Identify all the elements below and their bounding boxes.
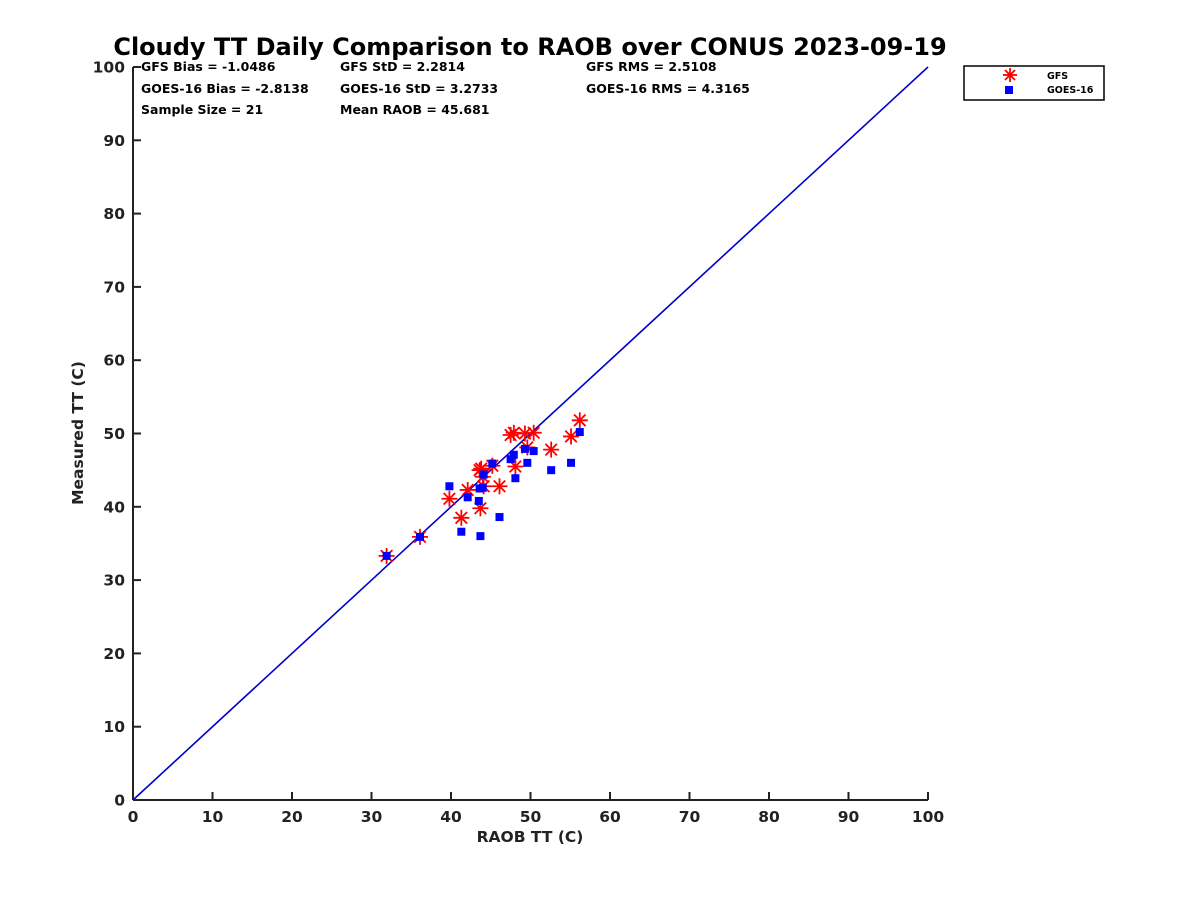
legend-gfs-asterisk [1003,68,1017,82]
x-tick-label: 40 [440,808,462,826]
x-tick-label: 80 [758,808,780,826]
y-tick-label: 10 [103,718,125,736]
legend-box [963,65,1105,101]
goes16-point [463,493,472,502]
gfs-point [571,412,588,429]
gfs-point-stroke-3 [518,427,532,440]
legend-gfs-asterisk-stroke-3 [1004,69,1016,81]
gfs-point [563,428,580,445]
y-tick-label: 70 [103,278,125,296]
stat-r1-c2: GOES-16 RMS = 4.3165 [586,81,750,96]
gfs-point-stroke-3 [474,462,488,476]
goes16-point [478,483,487,492]
legend-gfs-label: GFS [1047,71,1068,82]
goes16-point [415,532,424,541]
stats-block: GFS Bias = -1.0486 GFS StD = 2.2814 GFS RM… [141,59,750,117]
goes16-point [474,496,483,505]
goes16-point [495,513,504,522]
x-tick-label: 60 [599,808,621,826]
x-tick-label: 10 [202,808,224,826]
goes16-point [547,466,556,475]
gfs-point [472,500,489,517]
gfs-point-stroke-3 [527,426,541,440]
gfs-point-stroke-3 [443,492,456,506]
goes16-point [529,447,538,456]
x-tick-label: 20 [281,808,303,826]
legend-gfs-marker [1003,68,1017,82]
x-tick-label: 90 [838,808,860,826]
x-tick-label: 0 [128,808,139,826]
y-tick-label: 60 [103,352,125,370]
gfs-point-stroke-3 [564,430,578,443]
y-tick-label: 80 [103,205,125,223]
legend-goes16-label: GOES-16 [1047,85,1094,96]
legend-goes16-marker [1005,86,1013,94]
goes16-point [445,482,454,491]
y-tick-label: 50 [103,425,125,443]
gfs-point [453,509,470,526]
goes16-point [382,551,391,560]
chart-title: Cloudy TT Daily Comparison to RAOB over … [113,33,946,61]
gfs-point-stroke-3 [508,460,522,473]
goes16-point [488,459,497,468]
goes16-point [523,458,532,467]
stat-r0-c1: GFS StD = 2.2814 [340,59,465,74]
legend: GFS GOES-16 [963,65,1105,101]
goes16-point [476,532,485,541]
x-tick-label: 50 [520,808,542,826]
x-tick-label: 30 [361,808,383,826]
gfs-point-stroke-3 [573,413,587,427]
goes16-point [506,455,515,464]
goes16-series [382,428,584,560]
stat-r0-c0: GFS Bias = -1.0486 [141,59,276,74]
stat-r2-c0: Sample Size = 21 [141,102,263,117]
stat-r2-c1: Mean RAOB = 45.681 [340,102,489,117]
gfs-point-stroke-3 [544,443,558,457]
goes16-point [575,428,584,437]
y-tick-label: 30 [103,572,125,590]
stat-r0-c2: GFS RMS = 2.5108 [586,59,717,74]
goes16-point [520,444,529,453]
stat-r1-c0: GOES-16 Bias = -2.8138 [141,81,309,96]
gfs-point-stroke-3 [507,426,521,440]
y-tick-label: 20 [103,645,125,663]
x-tick-label: 70 [679,808,701,826]
legend-goes16-square [1005,86,1013,94]
gfs-point [491,478,508,495]
y-axis-label: Measured TT (C) [69,361,87,505]
y-tick-label: 0 [114,792,125,810]
goes16-point [479,470,488,479]
x-tick-label: 100 [912,808,945,826]
gfs-point-stroke-3 [493,479,506,493]
y-tick-label: 40 [103,498,125,516]
gfs-point [525,424,542,441]
goes16-point [511,474,520,483]
goes16-point [509,450,518,459]
y-tick-label: 90 [103,132,125,150]
gfs-point-stroke-3 [474,501,487,515]
gfs-point [441,490,458,507]
axes: 0 10 20 30 40 50 60 70 80 90 100 0 10 20 30 40 50 60 70 80 9… [93,59,945,827]
gfs-point [543,441,560,458]
stat-r1-c1: GOES-16 StD = 3.2733 [340,81,498,96]
goes16-point [567,458,576,467]
goes16-point [457,527,466,536]
gfs-point-stroke-3 [454,511,468,525]
y-tick-label: 100 [93,59,126,77]
x-axis-label: RAOB TT (C) [477,828,584,846]
